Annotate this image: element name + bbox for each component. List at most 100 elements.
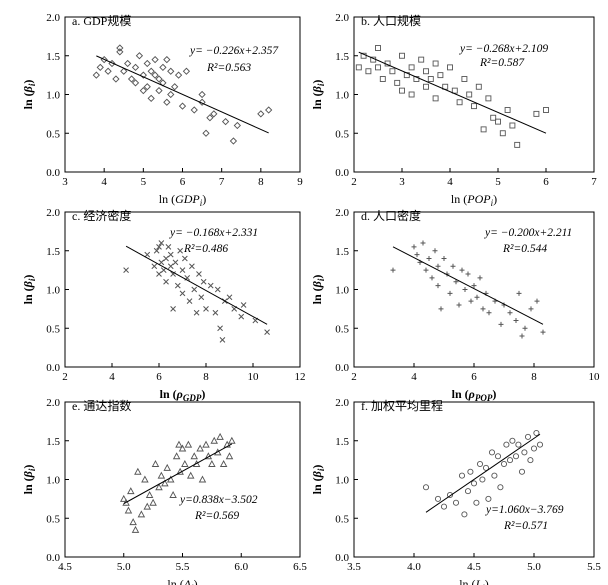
data-point (196, 444, 204, 452)
x-tick-label: 5.0 (527, 561, 541, 573)
x-tick-label: 7 (591, 176, 597, 188)
data-point (418, 56, 425, 63)
panel-title: f. 加权平均里程 (361, 398, 443, 413)
data-point (92, 71, 100, 79)
x-tick-label: 3.5 (347, 561, 361, 573)
data-point (491, 472, 498, 479)
data-point (190, 106, 198, 114)
data-point (432, 60, 439, 67)
regression-equation: y= −0.168x+2.331 (169, 227, 258, 239)
data-point (144, 251, 151, 258)
data-point (479, 476, 486, 483)
data-point (503, 441, 510, 448)
y-tick-label: 0.0 (46, 552, 60, 564)
data-point (432, 95, 439, 102)
data-point (476, 460, 484, 468)
data-point (518, 468, 526, 475)
x-tick-label: 10 (248, 371, 260, 383)
data-point (432, 248, 438, 254)
data-point (470, 480, 478, 487)
data-point (474, 294, 480, 300)
data-point (172, 452, 181, 460)
y-tick-label: 0.5 (335, 513, 349, 525)
x-tick-label: 9 (297, 176, 303, 188)
data-point (413, 76, 420, 82)
data-point (509, 437, 516, 444)
data-point (127, 487, 135, 495)
data-point (264, 329, 270, 335)
y-tick-label: 1.5 (335, 436, 349, 448)
data-point (156, 271, 162, 277)
data-point (466, 91, 473, 98)
data-point (420, 240, 426, 246)
y-tick-label: 1.5 (335, 246, 349, 258)
data-point (198, 90, 206, 99)
data-point (131, 63, 140, 72)
data-point (167, 90, 175, 99)
panel-population-scale: b. 人口规模 y= −0.268x+2.109 R²=0.587 2 3 4 5 6 7… (310, 12, 597, 208)
data-point (163, 278, 169, 285)
y-axis-label: ln (βi) (21, 465, 37, 495)
data-point (158, 259, 165, 266)
panel-title: b. 人口规模 (361, 13, 421, 28)
data-point (379, 76, 386, 82)
x-axis-label: ln (ρPOP) (452, 387, 497, 403)
data-point (229, 137, 238, 145)
y-axis-label: ln (βi) (310, 80, 326, 110)
data-point (451, 87, 458, 94)
y-tick-label: 0.5 (46, 323, 60, 335)
data-point (127, 75, 136, 83)
data-point (174, 282, 181, 289)
data-point (225, 452, 234, 460)
x-tick-label: 4.5 (58, 561, 72, 573)
data-point (174, 71, 183, 79)
r-squared: R²=0.544 (502, 243, 547, 255)
data-point (139, 71, 147, 79)
data-point (488, 449, 496, 456)
data-point (522, 325, 528, 331)
data-point (155, 483, 163, 491)
data-point (178, 444, 187, 452)
data-point (167, 263, 174, 270)
data-point (120, 67, 128, 75)
y-tick-label: 1.5 (46, 246, 60, 258)
data-point (471, 283, 477, 289)
data-point (408, 91, 415, 98)
data-point (437, 72, 444, 79)
data-point (482, 464, 490, 471)
data-point (167, 251, 174, 258)
x-tick-label: 2 (351, 371, 357, 383)
data-point (151, 263, 158, 270)
data-point (453, 279, 459, 285)
panel-gdp-scale: a. GDP规模 y= −0.226x+2.357 R²=0.563 3 4 5 6 7… (21, 12, 303, 208)
panel-title: a. GDP规模 (72, 13, 131, 28)
regression-equation: y= −0.200x+2.211 (484, 227, 572, 239)
data-point (182, 67, 191, 75)
y-tick-label: 2.0 (46, 12, 60, 24)
data-point (214, 286, 221, 293)
data-point (210, 436, 218, 444)
data-point (507, 310, 513, 316)
r-squared: R²=0.486 (183, 243, 228, 255)
data-point (516, 290, 522, 296)
data-point (257, 110, 265, 118)
data-point (471, 103, 477, 110)
y-tick-label: 2.0 (335, 207, 349, 219)
x-tick-label: 6.0 (234, 561, 248, 573)
data-point (151, 460, 160, 467)
x-tick-label: 5.0 (117, 561, 131, 573)
data-point (172, 259, 179, 266)
y-tick-label: 0.0 (46, 362, 60, 374)
data-point (515, 441, 522, 448)
data-point (485, 495, 492, 502)
data-point (207, 282, 214, 289)
data-point (434, 495, 442, 502)
y-tick-label: 2.0 (335, 12, 349, 24)
y-tick-label: 0.0 (335, 362, 349, 374)
data-point (179, 290, 186, 297)
data-point (124, 506, 133, 514)
data-point (536, 441, 544, 448)
x-tick-label: 6 (543, 176, 549, 188)
data-point (184, 440, 193, 448)
data-point (147, 94, 155, 103)
